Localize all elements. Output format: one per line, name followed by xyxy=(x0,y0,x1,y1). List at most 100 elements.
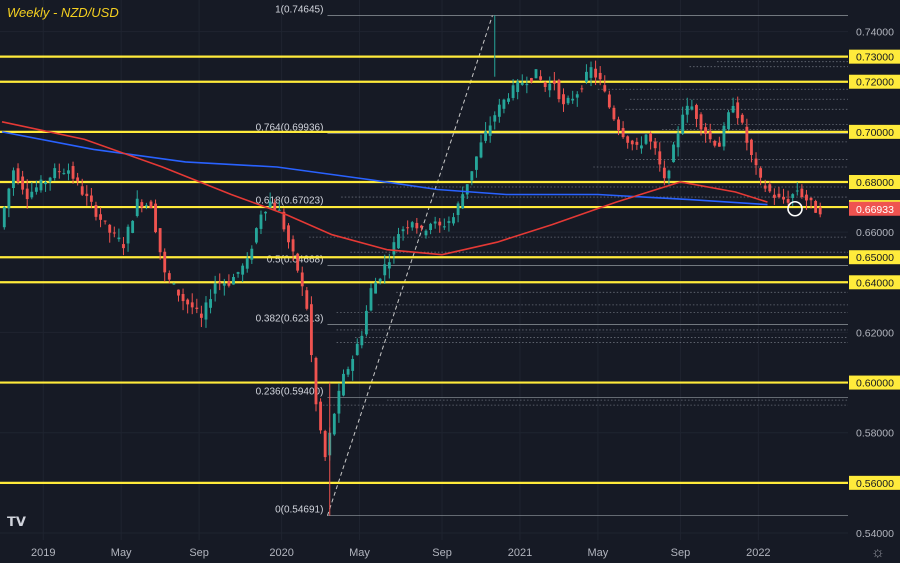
candle-body xyxy=(190,302,194,308)
candle-body xyxy=(154,203,157,233)
candles xyxy=(2,15,822,516)
candle-body xyxy=(571,98,575,101)
candle-body xyxy=(177,289,180,296)
time-tick-label: May xyxy=(349,547,370,559)
candle-body xyxy=(126,226,130,244)
candle-body xyxy=(768,184,772,192)
candle-body xyxy=(259,214,263,229)
candle-body xyxy=(94,204,98,217)
candle-body xyxy=(71,166,75,179)
candle-body xyxy=(369,288,373,311)
candle-body xyxy=(314,357,318,405)
candle-body xyxy=(332,413,336,435)
candle-body xyxy=(122,244,125,249)
price-level-tag xyxy=(849,74,900,89)
candle-body xyxy=(507,98,510,102)
candle-body xyxy=(562,94,565,105)
candle-body xyxy=(319,401,322,431)
candle-body xyxy=(209,299,212,308)
candle-body xyxy=(530,78,533,82)
candle-body xyxy=(640,145,643,149)
candle-body xyxy=(470,171,474,181)
price-level-tag-label: 0.56000 xyxy=(856,478,894,490)
candle-body xyxy=(442,226,446,228)
candle-body xyxy=(2,207,6,228)
time-axis-labels: 2019 May Sep 2020 May Sep 2021 May Sep 2022 xyxy=(31,547,771,559)
candle-body xyxy=(163,251,167,273)
time-axis[interactable] xyxy=(0,540,848,563)
candle-body xyxy=(360,335,364,346)
candle-body xyxy=(520,82,524,85)
candle-body xyxy=(493,115,497,122)
candle-body xyxy=(337,390,341,414)
candle-body xyxy=(658,151,662,165)
candle-body xyxy=(731,105,735,113)
price-level-tag xyxy=(849,375,900,390)
candle-body xyxy=(557,80,561,100)
price-level-tag-label: 0.68000 xyxy=(856,177,894,189)
candle-body xyxy=(236,272,240,274)
candle-body xyxy=(383,264,387,276)
candle-body xyxy=(232,276,235,285)
candle-body xyxy=(397,234,400,249)
candle-body xyxy=(534,69,538,79)
candle-body xyxy=(291,239,295,252)
candle-body xyxy=(708,131,712,140)
candle-body xyxy=(548,83,552,91)
candle-body xyxy=(117,237,121,240)
candle-body xyxy=(566,97,570,104)
candle-body xyxy=(589,67,593,78)
fib-trend-line xyxy=(326,15,493,516)
candle-body xyxy=(204,302,208,320)
candle-body xyxy=(594,68,598,78)
candle-body xyxy=(598,72,602,80)
settings-gear-icon[interactable]: ☼ xyxy=(871,544,885,561)
candle-body xyxy=(740,114,744,123)
candle-body xyxy=(309,304,313,356)
candle-body xyxy=(502,99,506,109)
candle-body xyxy=(53,168,57,179)
candle-body xyxy=(16,168,20,183)
candle-body xyxy=(167,273,171,280)
price-level-tag xyxy=(849,49,900,64)
candle-body xyxy=(213,283,217,294)
time-tick-label: Sep xyxy=(671,547,691,559)
candle-body xyxy=(103,220,107,222)
candle-body xyxy=(158,228,162,253)
candle-body xyxy=(85,193,89,197)
candle-body xyxy=(438,221,442,226)
tradingview-logo-icon[interactable]: 𝗧𝗩 xyxy=(7,514,26,529)
candle-body xyxy=(268,201,272,208)
current-price-marker xyxy=(787,200,803,217)
candle-body xyxy=(273,202,277,210)
time-tick-label: 2019 xyxy=(31,547,55,559)
candle-body xyxy=(681,114,685,134)
blue-moving-average xyxy=(1,131,768,206)
candle-body xyxy=(662,167,666,179)
candle-body xyxy=(44,182,47,185)
candle-body xyxy=(672,144,675,163)
candle-body xyxy=(649,133,653,142)
candle-body xyxy=(644,134,648,144)
candle-body xyxy=(254,228,258,243)
time-tick-label: 2020 xyxy=(269,547,293,559)
candle-body xyxy=(172,283,176,285)
price-level-tag xyxy=(849,175,900,190)
candle-body xyxy=(305,290,309,309)
candle-body xyxy=(763,185,767,189)
candle-body xyxy=(786,199,790,203)
fib-level-label: 0.236(0.59400) xyxy=(256,387,324,398)
candle-body xyxy=(795,190,799,192)
candle-body xyxy=(135,198,139,216)
candle-body xyxy=(222,283,226,286)
candle-body xyxy=(227,281,231,286)
candle-body xyxy=(346,369,350,375)
candle-body xyxy=(805,194,808,201)
candle-body xyxy=(617,119,620,131)
fib-level-label: 0.5(0.64668) xyxy=(267,255,324,266)
candle-body xyxy=(653,141,657,149)
time-tick-label: Sep xyxy=(432,547,452,559)
current-price-tag-label: 0.66933 xyxy=(856,204,894,216)
candle-body xyxy=(791,194,795,199)
